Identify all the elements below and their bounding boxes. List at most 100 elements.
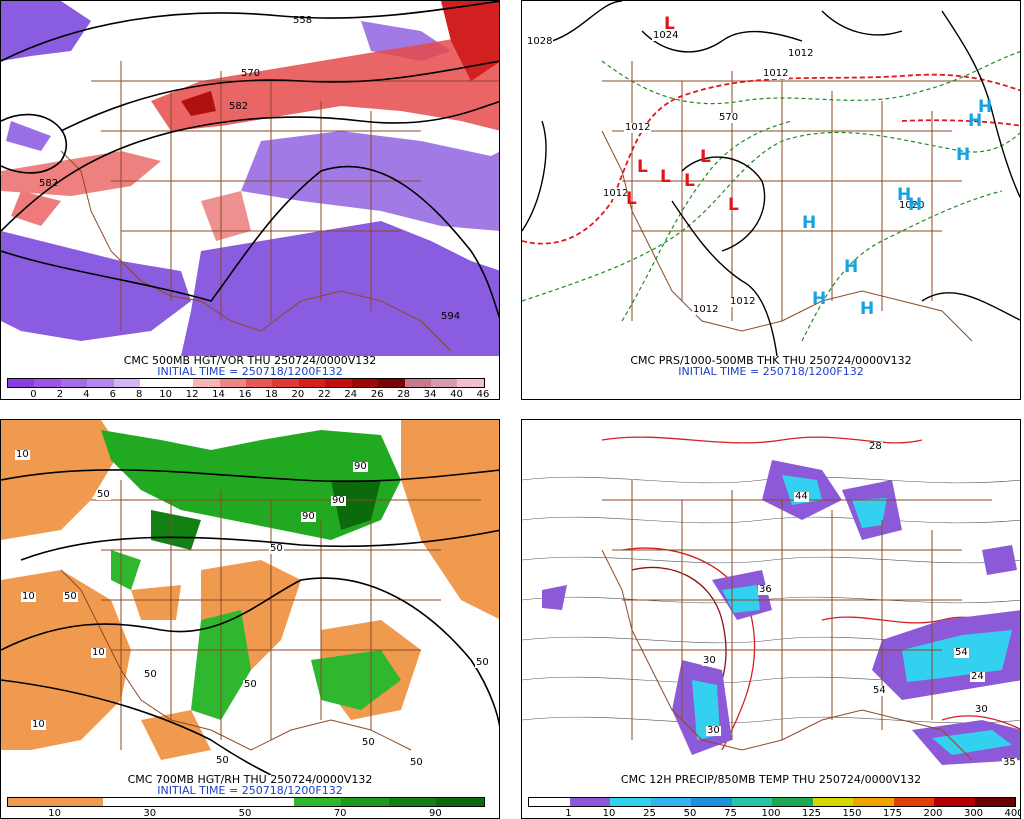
initial-time: INITIAL TIME = 250718/1200F132 xyxy=(157,784,343,797)
colorbar-swatch xyxy=(103,798,151,806)
contour-label: 582 xyxy=(229,101,248,112)
colorbar-swatch xyxy=(245,798,294,806)
colorbar-tick-label: 10 xyxy=(48,808,61,819)
colorbar-swatch xyxy=(60,379,88,387)
colorbar-swatch xyxy=(853,798,894,806)
colorbar-tick-label: 100 xyxy=(761,808,781,819)
panel-title: CMC 700MB HGT/RH THU 250724/0000V132 xyxy=(127,773,373,786)
high-pressure-marker: H xyxy=(956,145,971,165)
colorbar-swatch xyxy=(166,379,194,387)
high-pressure-marker: H xyxy=(897,185,912,205)
colorbar-swatch xyxy=(245,379,273,387)
contour-label: 50 xyxy=(143,669,158,680)
colorbar-swatch xyxy=(272,379,299,387)
contour-label: 90 xyxy=(353,461,368,472)
contour-label: 10 xyxy=(15,449,30,460)
colorbar-tick-label: 6 xyxy=(109,389,116,400)
high-pressure-marker: H xyxy=(812,289,827,309)
colorbar-tick-label: 22 xyxy=(317,389,331,400)
colorbar-swatch xyxy=(293,798,342,806)
colorbar-swatch xyxy=(325,379,352,387)
isobar-label: 1024 xyxy=(652,30,680,41)
colorbar-tick-label: 0 xyxy=(30,389,37,400)
colorbar-tick-label: 8 xyxy=(136,389,143,400)
colorbar-tick-label: 175 xyxy=(882,808,903,819)
panel-title: CMC 500MB HGT/VOR THU 250724/0000V132 xyxy=(123,354,377,367)
low-pressure-marker: L xyxy=(684,171,695,191)
colorbar-swatch xyxy=(113,379,141,387)
low-pressure-marker: L xyxy=(664,14,675,34)
colorbar-swatch xyxy=(610,798,651,806)
contour-label: 30 xyxy=(702,655,717,666)
colorbar-tick-label: 25 xyxy=(643,808,656,819)
panel-title: CMC PRS/1000-500MB THK THU 250724/0000V1… xyxy=(630,354,912,367)
colorbar-tick-label: 50 xyxy=(238,808,252,819)
humidity-colorbar xyxy=(7,797,485,807)
contour-label: 54 xyxy=(954,647,969,658)
colorbar-tick-label: 1 xyxy=(565,808,572,819)
contour-label: 50 xyxy=(243,679,258,690)
thickness-label: 570 xyxy=(718,112,740,123)
colorbar-swatch xyxy=(388,798,437,806)
colorbar-tick-label: 28 xyxy=(397,389,411,400)
contour-label: 30 xyxy=(706,725,721,736)
low-pressure-marker: L xyxy=(626,189,637,209)
colorbar-swatch xyxy=(457,379,484,387)
contour-label: 594 xyxy=(441,311,460,322)
low-pressure-marker: L xyxy=(660,167,671,187)
colorbar-swatch xyxy=(298,379,326,387)
precip-colorbar xyxy=(528,797,1016,807)
colorbar-tick-label: 20 xyxy=(291,389,305,400)
colorbar-swatch xyxy=(934,798,975,806)
contour-label: 50 xyxy=(269,543,284,554)
contour-label: 44 xyxy=(794,491,809,502)
colorbar-swatch xyxy=(772,798,813,806)
contour-label: 10 xyxy=(21,591,36,602)
colorbar-tick-label: 40 xyxy=(450,389,463,400)
isobar-label: 1012 xyxy=(624,122,652,133)
colorbar-swatch xyxy=(436,798,484,806)
map-precip: 28 44 36 30 30 54 54 24 35 30 xyxy=(522,420,1020,775)
panel-pressure-thickness: 1028 1024 1012 1012 1012 1012 1012 1012 … xyxy=(521,0,1021,400)
contour-label: 90 xyxy=(331,495,346,506)
contour-label: 54 xyxy=(872,685,887,696)
colorbar-swatch xyxy=(341,798,389,806)
colorbar-swatch xyxy=(893,798,934,806)
humidity-colorbar-labels: 10 30 50 70 90 xyxy=(7,808,483,819)
colorbar-swatch xyxy=(150,798,199,806)
map-500mb: 558 570 582 582 594 xyxy=(1,1,499,356)
colorbar-swatch xyxy=(8,798,56,806)
colorbar-tick-label: 150 xyxy=(842,808,862,819)
colorbar-tick-label: 10 xyxy=(602,808,616,819)
contour-label: 582 xyxy=(39,178,58,189)
isobar-label: 1012 xyxy=(602,188,630,199)
colorbar-tick-label: 90 xyxy=(429,808,442,819)
colorbar-swatch xyxy=(731,798,772,806)
low-pressure-marker: L xyxy=(700,147,711,167)
low-pressure-marker: L xyxy=(637,157,648,177)
contour-label: 50 xyxy=(409,757,424,768)
low-pressure-marker: L xyxy=(728,195,739,215)
colorbar-swatch xyxy=(812,798,853,806)
colorbar-tick-label: 200 xyxy=(923,808,943,819)
colorbar-swatch xyxy=(404,379,431,387)
precip-colorbar-labels: 1 10 25 50 75 100 125 150 175 200 300 400 xyxy=(528,808,1020,819)
colorbar-tick-label: 34 xyxy=(423,389,437,400)
colorbar-tick-label: 26 xyxy=(370,389,384,400)
contour-label: 28 xyxy=(868,441,883,452)
contour-label: 90 xyxy=(301,511,316,522)
map-700mb: 10 50 90 10 50 50 90 10 50 10 50 50 90 5… xyxy=(1,420,499,775)
contour-label: 558 xyxy=(293,15,312,26)
colorbar-swatch xyxy=(219,379,246,387)
panel-500mb-vorticity: 558 570 582 582 594 CMC 500MB HGT/VOR TH… xyxy=(0,0,500,400)
isobar-label: 1012 xyxy=(787,48,815,59)
isobar-label: 1028 xyxy=(526,36,554,47)
initial-time: INITIAL TIME = 250718/1200F132 xyxy=(157,365,343,378)
high-pressure-marker: H xyxy=(968,111,983,131)
contour-label: 50 xyxy=(475,657,490,668)
vorticity-colorbar xyxy=(7,378,485,388)
colorbar-swatch xyxy=(431,379,458,387)
contour-label: 50 xyxy=(361,737,376,748)
colorbar-tick-label: 12 xyxy=(185,389,199,400)
colorbar-swatch xyxy=(974,798,1015,806)
